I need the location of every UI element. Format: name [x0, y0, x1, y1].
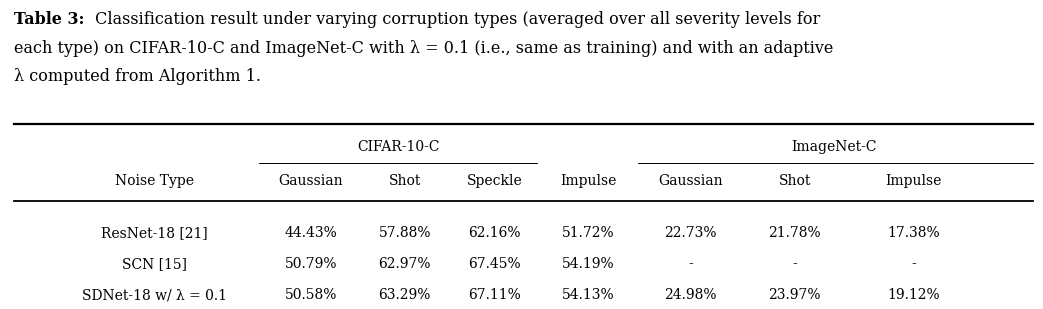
Text: -: -: [688, 257, 693, 271]
Text: Gaussian: Gaussian: [658, 174, 723, 188]
Text: CIFAR-10-C: CIFAR-10-C: [357, 140, 440, 154]
Text: 54.19%: 54.19%: [562, 257, 614, 271]
Text: 23.97%: 23.97%: [769, 288, 821, 302]
Text: SDNet-18 w/ λ = 0.1: SDNet-18 w/ λ = 0.1: [81, 288, 227, 302]
Text: Shot: Shot: [778, 174, 811, 188]
Text: 21.78%: 21.78%: [769, 226, 821, 240]
Text: 57.88%: 57.88%: [379, 226, 431, 240]
Text: Impulse: Impulse: [560, 174, 616, 188]
Text: 19.12%: 19.12%: [888, 288, 940, 302]
Text: -: -: [912, 257, 916, 271]
Text: 51.72%: 51.72%: [562, 226, 614, 240]
Text: Gaussian: Gaussian: [278, 174, 343, 188]
Text: Noise Type: Noise Type: [115, 174, 194, 188]
Text: 62.97%: 62.97%: [379, 257, 431, 271]
Text: Table 3:: Table 3:: [14, 11, 84, 28]
Text: Classification result under varying corruption types (averaged over all severity: Classification result under varying corr…: [90, 11, 820, 28]
Text: 17.38%: 17.38%: [888, 226, 940, 240]
Text: ResNet-18 [21]: ResNet-18 [21]: [101, 226, 208, 240]
Text: each type) on CIFAR-10-C and ImageNet-C with λ = 0.1 (i.e., same as training) an: each type) on CIFAR-10-C and ImageNet-C …: [14, 40, 833, 57]
Text: 63.29%: 63.29%: [379, 288, 431, 302]
Text: -: -: [793, 257, 797, 271]
Text: 67.45%: 67.45%: [468, 257, 520, 271]
Text: 67.11%: 67.11%: [468, 288, 520, 302]
Text: 50.58%: 50.58%: [285, 288, 337, 302]
Text: SCN [15]: SCN [15]: [122, 257, 187, 271]
Text: 54.13%: 54.13%: [562, 288, 614, 302]
Text: 44.43%: 44.43%: [285, 226, 337, 240]
Text: 24.98%: 24.98%: [664, 288, 717, 302]
Text: Speckle: Speckle: [466, 174, 523, 188]
Text: Shot: Shot: [388, 174, 421, 188]
Text: ImageNet-C: ImageNet-C: [792, 140, 877, 154]
Text: λ computed from Algorithm 1.: λ computed from Algorithm 1.: [14, 68, 261, 85]
Text: 50.79%: 50.79%: [285, 257, 337, 271]
Text: 22.73%: 22.73%: [664, 226, 717, 240]
Text: 62.16%: 62.16%: [468, 226, 520, 240]
Text: Impulse: Impulse: [886, 174, 942, 188]
